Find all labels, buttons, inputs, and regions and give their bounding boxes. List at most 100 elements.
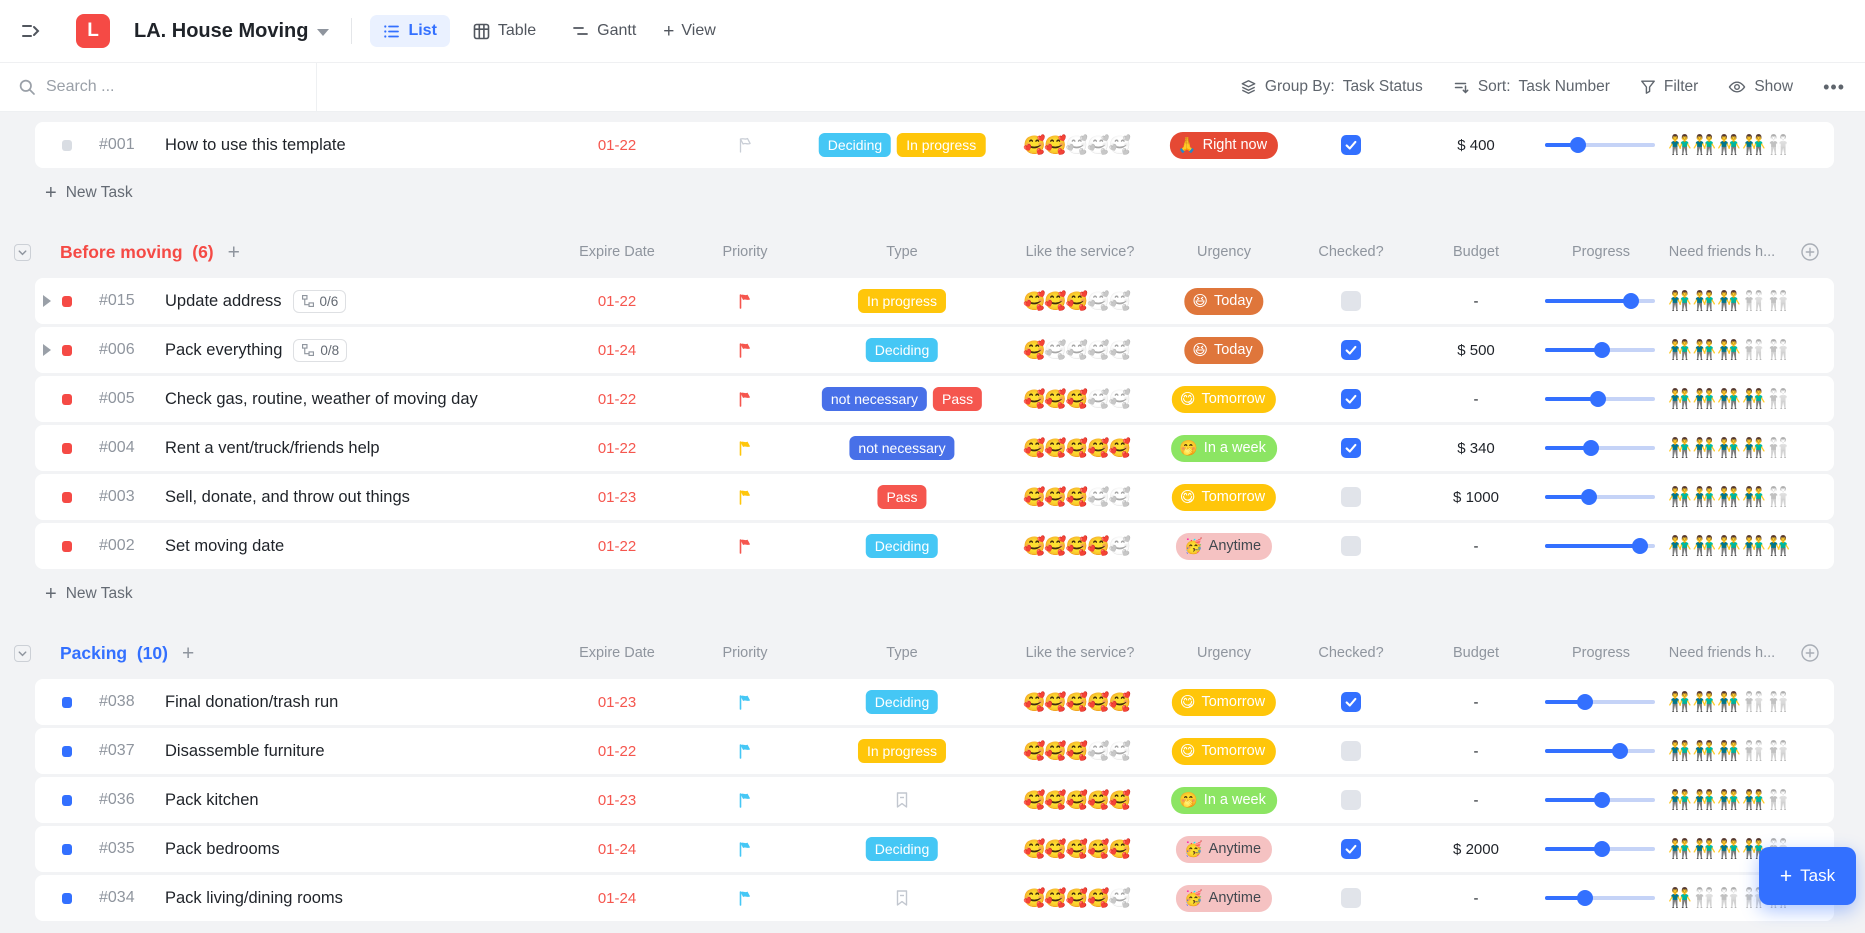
task-name[interactable]: How to use this template: [165, 122, 346, 168]
task-row[interactable]: #038 Final donation/trash run 01-23 Decidin…: [35, 679, 1834, 725]
friend-pair-emoji[interactable]: 👬: [1668, 340, 1692, 361]
progress-slider[interactable]: [1545, 342, 1655, 358]
service-emoji[interactable]: 🥰: [1023, 838, 1046, 859]
service-emoji[interactable]: 🥰: [1087, 134, 1110, 155]
service-emoji[interactable]: 🥰: [1087, 388, 1110, 409]
urgency-badge[interactable]: 😋 Tomorrow: [1171, 688, 1277, 716]
progress-handle[interactable]: [1594, 342, 1611, 358]
new-task-button[interactable]: + New Task: [45, 176, 245, 210]
checkbox-checked[interactable]: [1341, 839, 1361, 859]
task-row[interactable]: #005 Check gas, routine, weather of movin…: [35, 376, 1834, 422]
service-rating[interactable]: 🥰 🥰 🥰 🥰 🥰: [1023, 486, 1131, 508]
service-emoji[interactable]: 🥰: [1108, 388, 1132, 409]
type-cell[interactable]: In progress: [857, 278, 947, 324]
service-rating[interactable]: 🥰 🥰 🥰 🥰 🥰: [1023, 437, 1132, 459]
task-name[interactable]: Pack bedrooms: [165, 826, 280, 872]
service-rating[interactable]: 🥰 🥰 🥰 🥰 🥰: [1023, 838, 1131, 860]
friend-pair-emoji[interactable]: 👬: [1742, 340, 1766, 361]
friend-pair-emoji[interactable]: 👬: [1766, 135, 1791, 156]
service-emoji[interactable]: 🥰: [1087, 339, 1110, 360]
service-emoji[interactable]: 🥰: [1065, 789, 1089, 810]
need-friends-cell[interactable]: 👬👬👬👬👬: [1668, 777, 1791, 823]
friend-pair-emoji[interactable]: 👬: [1742, 536, 1766, 557]
service-emoji[interactable]: 🥰: [1065, 388, 1089, 409]
like-service-cell[interactable]: 🥰 🥰 🥰 🥰 🥰: [1023, 875, 1131, 921]
friend-pair-emoji[interactable]: 👬: [1717, 389, 1742, 410]
expire-date-cell[interactable]: 01-22: [598, 523, 636, 569]
type-badge[interactable]: Deciding: [865, 690, 939, 714]
friend-pair-emoji[interactable]: 👬: [1742, 291, 1766, 312]
urgency-badge[interactable]: 🥳 Anytime: [1175, 835, 1273, 863]
urgency-badge[interactable]: 🥳 Anytime: [1175, 532, 1273, 560]
progress-slider[interactable]: [1545, 293, 1655, 309]
friend-pair-emoji[interactable]: 👬: [1717, 536, 1742, 557]
add-task-to-group-button[interactable]: +: [227, 240, 240, 264]
type-cell[interactable]: In progress: [857, 728, 947, 774]
urgency-cell[interactable]: 🥳 Anytime: [1175, 523, 1273, 569]
service-rating[interactable]: 🥰 🥰 🥰 🥰 🥰: [1023, 291, 1131, 312]
service-rating[interactable]: 🥰 🥰 🥰 🥰 🥰: [1023, 692, 1131, 713]
urgency-cell[interactable]: 🥳 Anytime: [1175, 826, 1273, 872]
progress-slider[interactable]: [1545, 694, 1655, 710]
service-rating[interactable]: 🥰 🥰 🥰 🥰 🥰: [1023, 740, 1132, 762]
filter-button[interactable]: Filter: [1640, 78, 1698, 96]
friend-pair-emoji[interactable]: 👬: [1742, 487, 1766, 508]
task-name[interactable]: Check gas, routine, weather of moving da…: [165, 376, 478, 422]
service-rating[interactable]: 🥰 🥰 🥰 🥰 🥰: [1023, 339, 1131, 361]
progress-handle[interactable]: [1583, 440, 1600, 456]
service-emoji[interactable]: 🥰: [1044, 838, 1067, 859]
service-emoji[interactable]: 🥰: [1108, 437, 1132, 458]
friends-rating[interactable]: 👬👬👬👬👬: [1668, 338, 1791, 362]
urgency-badge[interactable]: 😋 Tomorrow: [1171, 737, 1277, 765]
progress-handle[interactable]: [1576, 694, 1593, 710]
column-header-service[interactable]: Like the service?: [1025, 244, 1135, 260]
urgency-badge[interactable]: 😋 Tomorrow: [1171, 483, 1277, 511]
column-header-urgency[interactable]: Urgency: [1197, 244, 1251, 260]
friends-rating[interactable]: 👬👬👬👬👬: [1668, 788, 1791, 812]
need-friends-cell[interactable]: 👬👬👬👬👬: [1668, 327, 1791, 373]
service-emoji[interactable]: 🥰: [1087, 486, 1110, 507]
friend-pair-emoji[interactable]: 👬: [1692, 291, 1717, 312]
friend-pair-emoji[interactable]: 👬: [1717, 340, 1742, 361]
priority-cell[interactable]: [736, 875, 754, 921]
checkbox-checked[interactable]: [1341, 692, 1361, 712]
column-header-progress[interactable]: Progress: [1571, 645, 1631, 661]
column-header-type[interactable]: Type: [886, 645, 918, 661]
expire-date-cell[interactable]: 01-24: [598, 826, 636, 872]
type-badge[interactable]: Deciding: [865, 837, 939, 861]
expand-arrow-icon[interactable]: [43, 344, 51, 356]
like-service-cell[interactable]: 🥰 🥰 🥰 🥰 🥰: [1023, 474, 1131, 520]
urgency-cell[interactable]: 🤭 In a week: [1171, 425, 1277, 471]
service-emoji[interactable]: 🥰: [1108, 134, 1132, 155]
subtask-count-chip[interactable]: 0/8: [293, 338, 348, 362]
checkbox-checked[interactable]: [1341, 340, 1361, 360]
friend-pair-emoji[interactable]: 👬: [1692, 888, 1717, 909]
like-service-cell[interactable]: 🥰 🥰 🥰 🥰 🥰: [1023, 679, 1131, 725]
type-cell[interactable]: Deciding: [865, 826, 939, 872]
column-header-check[interactable]: Checked?: [1318, 244, 1384, 260]
task-name[interactable]: Pack everything 0/8: [165, 327, 348, 373]
like-service-cell[interactable]: 🥰 🥰 🥰 🥰 🥰: [1023, 728, 1132, 774]
priority-cell[interactable]: [736, 777, 754, 823]
urgency-cell[interactable]: 🙏 Right now: [1169, 122, 1279, 168]
friend-pair-emoji[interactable]: 👬: [1742, 438, 1766, 459]
friends-rating[interactable]: 👬👬👬👬👬: [1668, 534, 1791, 558]
friend-pair-emoji[interactable]: 👬: [1668, 536, 1692, 557]
service-emoji[interactable]: 🥰: [1044, 789, 1067, 810]
task-name[interactable]: Rent a vent/truck/friends help: [165, 425, 380, 471]
progress-slider[interactable]: [1545, 440, 1655, 456]
service-emoji[interactable]: 🥰: [1065, 740, 1089, 761]
progress-handle[interactable]: [1631, 538, 1648, 554]
checkbox-checked[interactable]: [1341, 389, 1361, 409]
friend-pair-emoji[interactable]: 👬: [1668, 888, 1692, 909]
need-friends-cell[interactable]: 👬👬👬👬👬: [1668, 728, 1791, 774]
column-header-budget[interactable]: Budget: [1453, 244, 1499, 260]
budget-cell[interactable]: -: [1474, 376, 1479, 422]
column-header-urgency[interactable]: Urgency: [1197, 645, 1251, 661]
friends-rating[interactable]: 👬👬👬👬👬: [1668, 289, 1791, 313]
friend-pair-emoji[interactable]: 👬: [1766, 438, 1791, 459]
friend-pair-emoji[interactable]: 👬: [1717, 692, 1742, 713]
service-emoji[interactable]: 🥰: [1087, 535, 1110, 556]
budget-cell[interactable]: $ 1000: [1453, 474, 1499, 520]
service-emoji[interactable]: 🥰: [1108, 740, 1132, 761]
